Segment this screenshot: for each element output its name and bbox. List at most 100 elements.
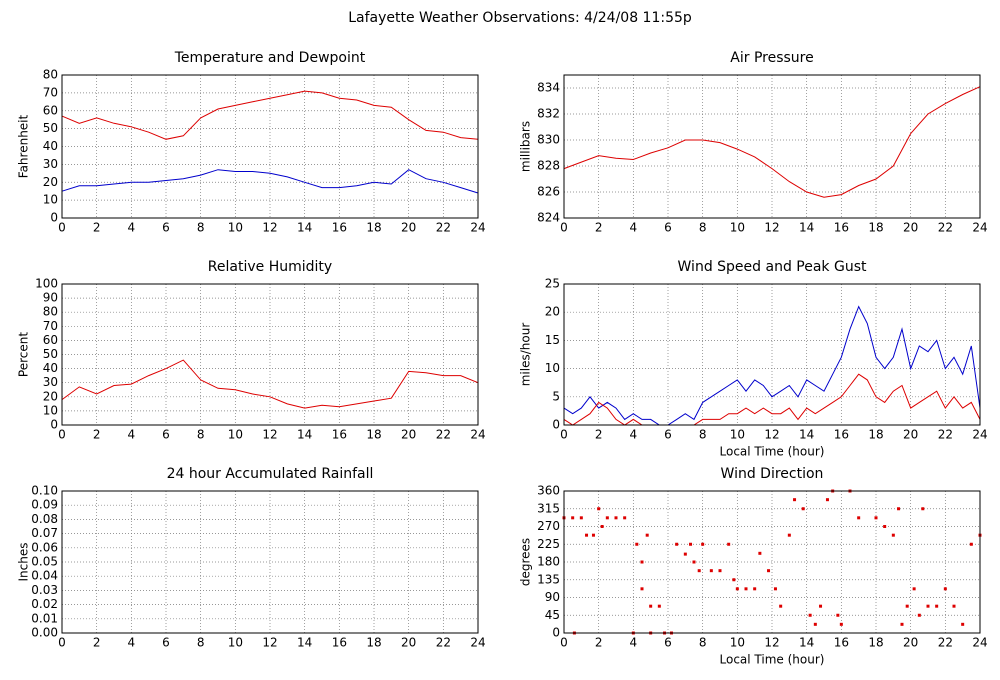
point — [874, 516, 878, 520]
y-tick-label: 70 — [43, 85, 58, 99]
series-line — [61, 90, 479, 140]
y-tick-label: 0.04 — [31, 569, 58, 583]
x-tick-label: 6 — [162, 428, 170, 442]
x-tick-label: 16 — [332, 428, 347, 442]
x-tick-label: 16 — [332, 636, 347, 650]
x-tick-label: 4 — [128, 636, 136, 650]
y-tick-label: 25 — [545, 277, 560, 291]
chart-title: Relative Humidity — [208, 259, 332, 275]
x-tick-label: 4 — [630, 636, 638, 650]
point — [819, 604, 823, 608]
x-tick-label: 8 — [699, 636, 707, 650]
x-tick-label: 18 — [868, 636, 883, 650]
y-axis-label: millibars — [519, 121, 533, 172]
point — [825, 498, 829, 502]
y-axis-label: Percent — [17, 332, 31, 377]
x-tick-label: 6 — [664, 221, 672, 235]
x-axis-label: Local Time (hour) — [720, 653, 825, 667]
x-tick-label: 12 — [262, 428, 277, 442]
y-tick-label: 80 — [43, 305, 58, 319]
chart-title: 24 hour Accumulated Rainfall — [167, 466, 374, 482]
x-tick-label: 22 — [938, 428, 953, 442]
chart-title: Air Pressure — [730, 50, 813, 66]
x-tick-label: 14 — [297, 636, 312, 650]
point — [657, 604, 661, 608]
y-tick-label: 824 — [537, 211, 560, 225]
x-tick-label: 0 — [58, 428, 66, 442]
x-tick-label: 12 — [262, 221, 277, 235]
x-tick-label: 12 — [764, 428, 779, 442]
x-tick-label: 4 — [630, 428, 638, 442]
plot-frame — [61, 283, 479, 426]
y-tick-label: 50 — [43, 347, 58, 361]
y-tick-label: 50 — [43, 121, 58, 135]
x-tick-label: 22 — [436, 221, 451, 235]
x-tick-label: 20 — [401, 221, 416, 235]
x-tick-label: 10 — [730, 636, 745, 650]
point — [773, 587, 777, 591]
y-tick-label: 60 — [43, 333, 58, 347]
chart-title: Wind Speed and Peak Gust — [678, 259, 867, 275]
point — [921, 507, 925, 511]
x-tick-label: 2 — [93, 636, 101, 650]
series-line — [563, 373, 981, 426]
x-tick-label: 12 — [262, 636, 277, 650]
point — [649, 604, 653, 608]
point — [779, 604, 783, 608]
x-tick-label: 2 — [595, 636, 603, 650]
x-tick-label: 8 — [699, 221, 707, 235]
point — [605, 516, 609, 520]
point — [635, 542, 639, 546]
y-tick-label: 315 — [537, 501, 560, 515]
x-tick-label: 14 — [297, 428, 312, 442]
y-tick-label: 135 — [537, 572, 560, 586]
series-line — [563, 305, 981, 426]
y-axis-label: Inches — [17, 543, 31, 582]
x-tick-label: 6 — [162, 221, 170, 235]
point — [900, 622, 904, 626]
x-tick-label: 10 — [228, 428, 243, 442]
x-tick-label: 10 — [730, 428, 745, 442]
point — [585, 533, 589, 537]
x-tick-label: 6 — [162, 636, 170, 650]
x-tick-label: 16 — [834, 428, 849, 442]
point — [897, 507, 901, 511]
x-tick-label: 18 — [366, 636, 381, 650]
y-tick-label: 15 — [545, 333, 560, 347]
y-tick-label: 0 — [552, 626, 560, 640]
point — [935, 604, 939, 608]
x-tick-label: 20 — [401, 636, 416, 650]
point — [732, 578, 736, 582]
x-tick-label: 14 — [799, 636, 814, 650]
x-tick-label: 24 — [972, 636, 987, 650]
x-tick-label: 12 — [764, 636, 779, 650]
x-tick-label: 20 — [903, 428, 918, 442]
y-tick-label: 20 — [43, 175, 58, 189]
x-tick-label: 0 — [58, 221, 66, 235]
x-tick-label: 6 — [664, 636, 672, 650]
y-tick-label: 60 — [43, 103, 58, 117]
y-tick-label: 0.10 — [31, 484, 58, 498]
y-tick-label: 0.09 — [31, 498, 58, 512]
x-tick-label: 22 — [436, 428, 451, 442]
y-axis-label: miles/hour — [519, 323, 533, 387]
chart-title: Temperature and Dewpoint — [174, 50, 366, 66]
point — [912, 587, 916, 591]
y-tick-label: 90 — [43, 291, 58, 305]
y-tick-label: 10 — [43, 403, 58, 417]
x-tick-label: 18 — [366, 221, 381, 235]
plot-frame — [563, 283, 981, 426]
x-tick-label: 4 — [128, 428, 136, 442]
x-tick-label: 12 — [764, 221, 779, 235]
point — [718, 569, 722, 573]
point — [905, 604, 909, 608]
point — [591, 533, 595, 537]
plot-frame — [563, 74, 981, 219]
x-tick-label: 24 — [470, 428, 485, 442]
x-tick-label: 20 — [903, 221, 918, 235]
x-tick-label: 18 — [868, 221, 883, 235]
point — [883, 525, 887, 528]
y-tick-label: 40 — [43, 361, 58, 375]
x-tick-label: 8 — [197, 221, 205, 235]
